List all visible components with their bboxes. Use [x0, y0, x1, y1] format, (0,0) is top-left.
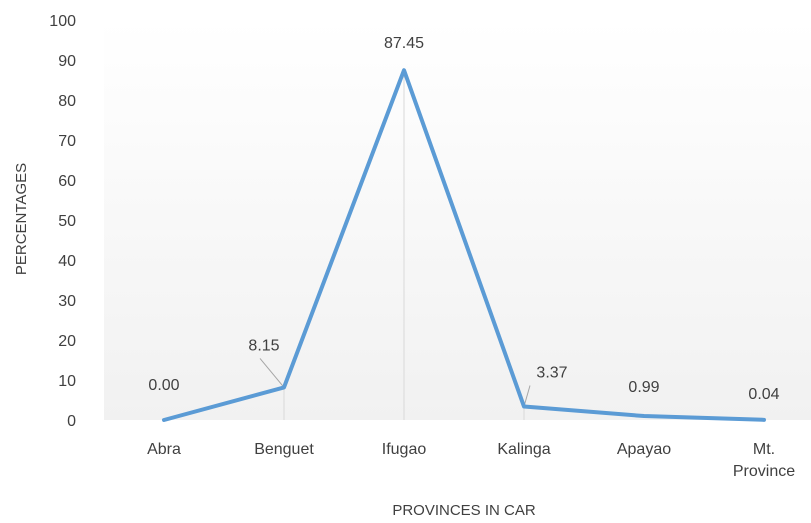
y-tick-label: 100 — [49, 13, 76, 30]
y-tick-label: 50 — [58, 213, 76, 230]
data-label: 0.00 — [148, 377, 179, 394]
data-label: 0.04 — [748, 386, 779, 403]
y-tick-label: 0 — [67, 413, 76, 430]
series-line — [162, 68, 766, 422]
x-tick-label: Mt. Province — [733, 441, 795, 480]
leader-line — [523, 385, 531, 407]
data-label: 0.99 — [628, 379, 659, 396]
y-tick-label: 60 — [58, 173, 76, 190]
y-tick-label: 40 — [58, 253, 76, 270]
x-tick-label: Ifugao — [382, 441, 427, 458]
leader-line — [259, 358, 285, 388]
data-label: 3.37 — [536, 365, 567, 382]
data-label: 8.15 — [248, 337, 279, 354]
x-tick-label: Kalinga — [497, 441, 550, 458]
y-tick-label: 10 — [58, 373, 76, 390]
x-axis-title: PROVINCES IN CAR — [392, 502, 536, 519]
y-tick-label: 20 — [58, 333, 76, 350]
y-axis-title: PERCENTAGES — [13, 163, 30, 275]
y-tick-label: 80 — [58, 93, 76, 110]
y-tick-label: 70 — [58, 133, 76, 150]
x-tick-label: Benguet — [254, 441, 314, 458]
x-tick-label: Abra — [147, 441, 181, 458]
y-tick-label: 30 — [58, 293, 76, 310]
x-tick-label: Apayao — [617, 441, 671, 458]
y-tick-label: 90 — [58, 53, 76, 70]
data-label: 87.45 — [384, 35, 424, 52]
